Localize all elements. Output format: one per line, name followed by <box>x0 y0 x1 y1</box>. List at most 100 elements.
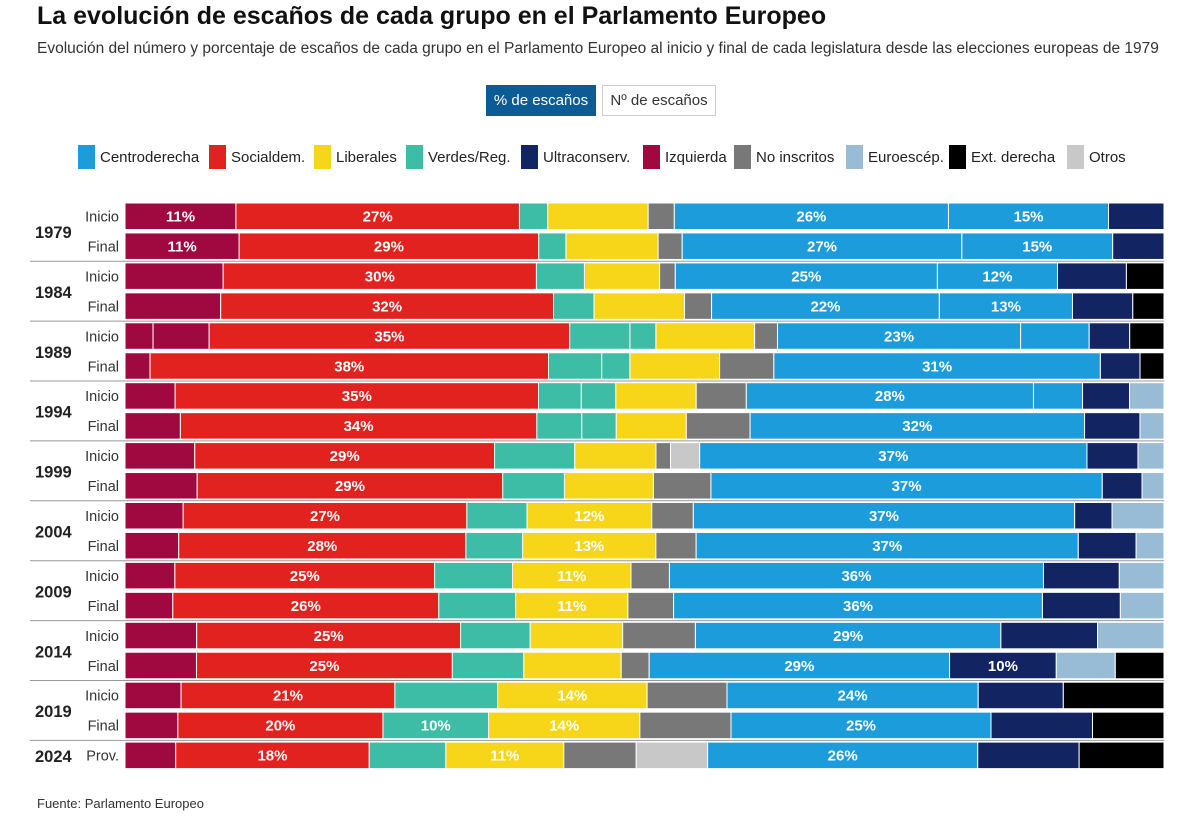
bar-segment-ult <box>1074 502 1113 530</box>
data-label: 13% <box>991 298 1021 315</box>
data-label: 29% <box>330 448 360 465</box>
data-label: 15% <box>1022 238 1052 255</box>
bar-segment-ult <box>990 711 1094 740</box>
bar-segment-lib <box>488 711 641 740</box>
bar-segment-cd <box>648 651 951 680</box>
bar-segment-ver <box>538 232 567 260</box>
bar-segment-izq <box>124 741 177 770</box>
data-label: 24% <box>838 688 868 705</box>
bar-segment-ni <box>639 711 732 740</box>
bar-segment-soc <box>182 502 468 530</box>
legend-swatch-otr <box>1067 145 1084 169</box>
bar-segment-cd <box>692 502 1076 530</box>
legend-label-ult: Ultraconserv. <box>543 148 631 166</box>
stage-label: Inicio <box>85 689 119 705</box>
bar-segment-lib <box>522 531 657 560</box>
bar-segment-euro <box>1111 502 1165 530</box>
legend-item-ult: Ultraconserv. <box>521 145 630 169</box>
bar-segment-lib <box>574 442 657 470</box>
data-label: 21% <box>273 688 303 705</box>
bar-segment-izq <box>124 531 180 560</box>
data-label: 35% <box>374 328 404 345</box>
data-label: 37% <box>872 538 902 555</box>
data-label: 13% <box>574 538 604 555</box>
data-label: 34% <box>344 418 374 435</box>
stage-label: Inicio <box>85 449 119 465</box>
bar-segment-ult <box>1041 591 1121 620</box>
bar-segment-ult <box>977 681 1064 710</box>
bar-segment-ext <box>1125 262 1165 290</box>
bar-segment-ni <box>563 741 637 770</box>
data-label: 37% <box>869 508 899 525</box>
percent-toggle-button[interactable]: % de escaños <box>486 85 596 116</box>
bar-segment-ext <box>1062 681 1165 710</box>
bar-segment-ult <box>1042 561 1120 590</box>
legend-swatch-izq <box>643 145 660 169</box>
stage-label: Inicio <box>85 629 119 645</box>
bar-segment-ext <box>1092 711 1165 740</box>
legend-label-lib: Liberales <box>336 148 397 166</box>
stage-label: Inicio <box>85 509 119 525</box>
bar-segment-ver <box>466 502 528 530</box>
data-label: 38% <box>334 358 364 375</box>
bar-segment-euro <box>1141 472 1165 500</box>
bar-segment-ni <box>620 651 650 680</box>
bar-segment-euro <box>1055 651 1116 680</box>
bar-segment-cd <box>773 352 1101 380</box>
bar-segment-lib <box>615 412 687 440</box>
bar-segment-lib <box>523 651 622 680</box>
bar-segment-izq <box>124 502 184 530</box>
bar-segment-ver <box>494 442 576 470</box>
bar-segment-soc <box>196 621 462 650</box>
bar-segment-lib <box>512 561 632 590</box>
bar-segment-lib <box>629 352 721 380</box>
year-label: 1979 <box>35 224 72 242</box>
bar-segment-lib <box>563 472 654 500</box>
bar-segment-ult <box>1056 262 1127 290</box>
bar-segment-ver <box>538 382 582 410</box>
bar-segment-cd <box>673 591 1043 620</box>
bar-segment-ult <box>1086 442 1139 470</box>
count-toggle-button[interactable]: Nº de escaños <box>602 85 716 116</box>
data-label: 35% <box>342 388 372 405</box>
bar-segment-euro <box>1139 412 1165 440</box>
data-label: 25% <box>309 658 339 675</box>
bar-segment-ult <box>1099 352 1141 380</box>
stage-label: Final <box>88 359 119 375</box>
legend-label-ext: Ext. derecha <box>971 148 1056 166</box>
legend-swatch-ult <box>521 145 538 169</box>
legend-label-cd: Centroderecha <box>100 148 200 166</box>
bar-segment-ver <box>518 202 549 230</box>
bar-segment-soc <box>174 382 540 410</box>
legend-label-otr: Otros <box>1089 148 1126 166</box>
bar-segment-ni <box>652 472 712 500</box>
data-label: 32% <box>372 298 402 315</box>
data-label: 10% <box>988 658 1018 675</box>
legend-item-euro: Euroescép. <box>846 145 944 169</box>
data-label: 27% <box>807 238 837 255</box>
bar-segment-ult <box>1000 621 1099 650</box>
bar-segment-izq <box>124 651 197 680</box>
bar-segment-ver <box>581 412 617 440</box>
bar-segment-izq <box>124 322 154 350</box>
bar-segment-ver <box>629 322 657 350</box>
bar-segment-ult <box>1108 202 1165 230</box>
bar-segment-soc <box>177 711 384 740</box>
bar-segment-izq <box>124 681 182 710</box>
bar-segment-ver <box>438 591 517 620</box>
stage-label: Final <box>88 539 119 555</box>
data-label: 14% <box>557 688 587 705</box>
bar-segment-ver <box>548 352 603 380</box>
bar-segment-ni <box>695 382 747 410</box>
bar-segment-ext <box>1114 651 1165 680</box>
data-label: 20% <box>265 718 295 735</box>
bar-segment-ni <box>659 262 676 290</box>
data-label: 14% <box>549 718 579 735</box>
year-label: 1999 <box>35 464 72 482</box>
bar-segment-soc <box>222 262 537 290</box>
bar-segment-ni <box>651 502 694 530</box>
data-label: 11% <box>166 209 195 226</box>
data-label: 18% <box>257 748 287 765</box>
bar-segment-ult <box>1084 412 1141 440</box>
bar-segment-ni <box>646 681 728 710</box>
